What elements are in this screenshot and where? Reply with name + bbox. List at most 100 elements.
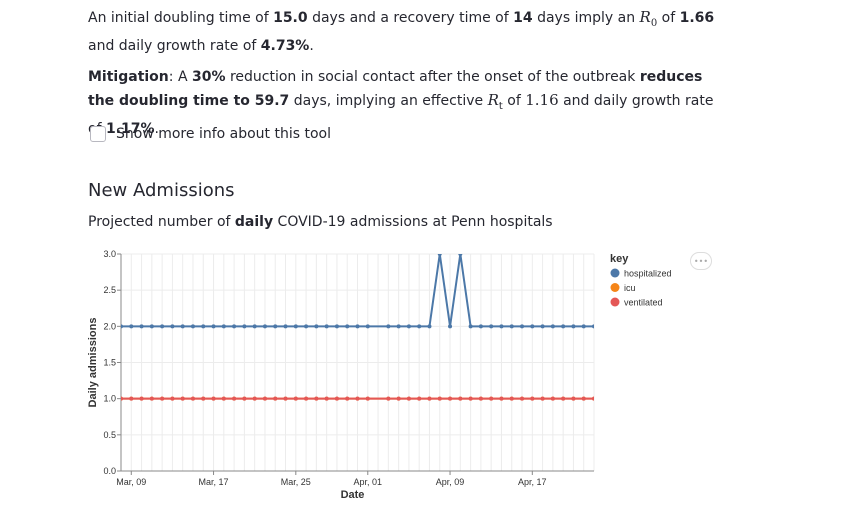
data-point-ventilated xyxy=(262,396,267,401)
legend-label-hospitalized: hospitalized xyxy=(624,269,672,279)
data-point-ventilated xyxy=(478,396,483,401)
data-point-hospitalized xyxy=(252,324,257,329)
data-point-hospitalized xyxy=(201,324,206,329)
data-point-hospitalized xyxy=(458,254,463,256)
more-info-checkbox[interactable] xyxy=(90,126,106,142)
data-point-hospitalized xyxy=(396,324,401,329)
mitigation-text: reduction in social contact after the on… xyxy=(225,69,640,85)
data-point-hospitalized xyxy=(273,324,278,329)
data-point-hospitalized xyxy=(571,324,576,329)
summary-paragraph: An initial doubling time of 15.0 days an… xyxy=(88,6,728,58)
summary-text: of xyxy=(657,10,680,26)
legend-label-ventilated: ventilated xyxy=(624,298,663,308)
y-tick-label: 2.5 xyxy=(103,285,116,295)
chart-subtitle-text: COVID-19 admissions at Penn hospitals xyxy=(273,214,553,230)
rt-symbol: R xyxy=(487,91,499,109)
mitigated-doubling-time-value: 59.7 xyxy=(254,93,290,109)
data-point-ventilated xyxy=(530,396,535,401)
data-point-hospitalized xyxy=(149,324,154,329)
data-point-hospitalized xyxy=(365,324,370,329)
data-point-ventilated xyxy=(561,396,566,401)
chart-subtitle: Projected number of daily COVID-19 admis… xyxy=(88,214,553,230)
data-point-ventilated xyxy=(293,396,298,401)
legend-symbol-icu xyxy=(610,283,620,292)
x-tick-label: Mar, 17 xyxy=(199,477,229,487)
data-point-hospitalized xyxy=(170,324,175,329)
mitigation-text: : A xyxy=(168,69,192,85)
data-point-hospitalized xyxy=(592,324,594,329)
data-point-hospitalized xyxy=(530,324,535,329)
data-point-ventilated xyxy=(520,396,525,401)
y-axis-title: Daily admissions xyxy=(87,318,99,408)
data-point-hospitalized xyxy=(489,324,494,329)
data-point-hospitalized xyxy=(283,324,288,329)
data-point-ventilated xyxy=(592,396,594,401)
chart-actions-button[interactable]: ••• xyxy=(690,252,712,270)
data-point-ventilated xyxy=(406,396,411,401)
summary-text: days imply an xyxy=(532,10,640,26)
data-point-ventilated xyxy=(252,396,257,401)
data-point-hospitalized xyxy=(139,324,144,329)
summary-text: days and a recovery time of xyxy=(307,10,514,26)
data-point-ventilated xyxy=(139,396,144,401)
data-point-ventilated xyxy=(448,396,453,401)
y-tick-label: 2.0 xyxy=(103,321,116,331)
data-point-hospitalized xyxy=(509,324,514,329)
summary-text: . xyxy=(309,37,314,54)
data-point-hospitalized xyxy=(448,324,453,329)
legend-symbol-hospitalized xyxy=(610,268,620,278)
x-tick-label: Mar, 09 xyxy=(116,477,146,487)
summary-text: and daily growth rate of xyxy=(88,37,261,54)
data-point-ventilated xyxy=(540,396,545,401)
data-point-hospitalized xyxy=(406,324,411,329)
chart-subtitle-emphasis: daily xyxy=(234,214,274,230)
data-point-hospitalized xyxy=(499,324,504,329)
y-tick-label: 3.0 xyxy=(103,249,116,259)
doubling-time-value: 15.0 xyxy=(273,10,308,26)
data-point-hospitalized xyxy=(520,324,525,329)
data-point-hospitalized xyxy=(324,324,329,329)
data-point-hospitalized xyxy=(232,324,237,329)
data-point-ventilated xyxy=(324,396,329,401)
data-point-ventilated xyxy=(129,396,134,401)
data-point-ventilated xyxy=(190,396,195,401)
data-point-ventilated xyxy=(314,396,319,401)
data-point-ventilated xyxy=(160,396,165,401)
data-point-ventilated xyxy=(550,396,555,401)
data-point-ventilated xyxy=(149,396,154,401)
data-point-hospitalized xyxy=(417,324,422,329)
data-point-ventilated xyxy=(581,396,586,401)
data-point-ventilated xyxy=(396,396,401,401)
more-info-label[interactable]: Show more info about this tool xyxy=(116,126,331,142)
data-point-hospitalized xyxy=(468,324,473,329)
mitigation-paragraph: Mitigation: A 30% reduction in social co… xyxy=(88,66,728,141)
more-info-checkbox-row[interactable]: Show more info about this tool xyxy=(90,126,331,142)
rt-subscript: t xyxy=(498,100,503,112)
data-point-hospitalized xyxy=(550,324,555,329)
data-point-ventilated xyxy=(458,396,463,401)
data-point-hospitalized xyxy=(478,324,483,329)
data-point-ventilated xyxy=(355,396,360,401)
x-tick-label: Apr, 17 xyxy=(518,477,547,487)
data-point-hospitalized xyxy=(262,324,267,329)
data-point-hospitalized xyxy=(345,324,350,329)
r0-value: 1.66 xyxy=(679,10,715,26)
data-point-hospitalized xyxy=(221,324,226,329)
data-point-hospitalized xyxy=(211,324,216,329)
data-point-ventilated xyxy=(499,396,504,401)
data-point-hospitalized xyxy=(121,324,123,329)
x-tick-label: Apr, 09 xyxy=(436,477,465,487)
data-point-hospitalized xyxy=(427,324,432,329)
legend-label-icu: icu xyxy=(624,283,636,293)
data-point-ventilated xyxy=(489,396,494,401)
data-point-ventilated xyxy=(242,396,247,401)
r0-symbol: R xyxy=(639,8,651,26)
data-point-ventilated xyxy=(437,396,442,401)
data-point-ventilated xyxy=(334,396,339,401)
y-tick-label: 0.0 xyxy=(103,466,116,476)
data-point-hospitalized xyxy=(437,254,442,256)
data-point-ventilated xyxy=(180,396,185,401)
rt-value: 1.16 xyxy=(525,91,559,109)
recovery-time-value: 14 xyxy=(513,10,533,26)
